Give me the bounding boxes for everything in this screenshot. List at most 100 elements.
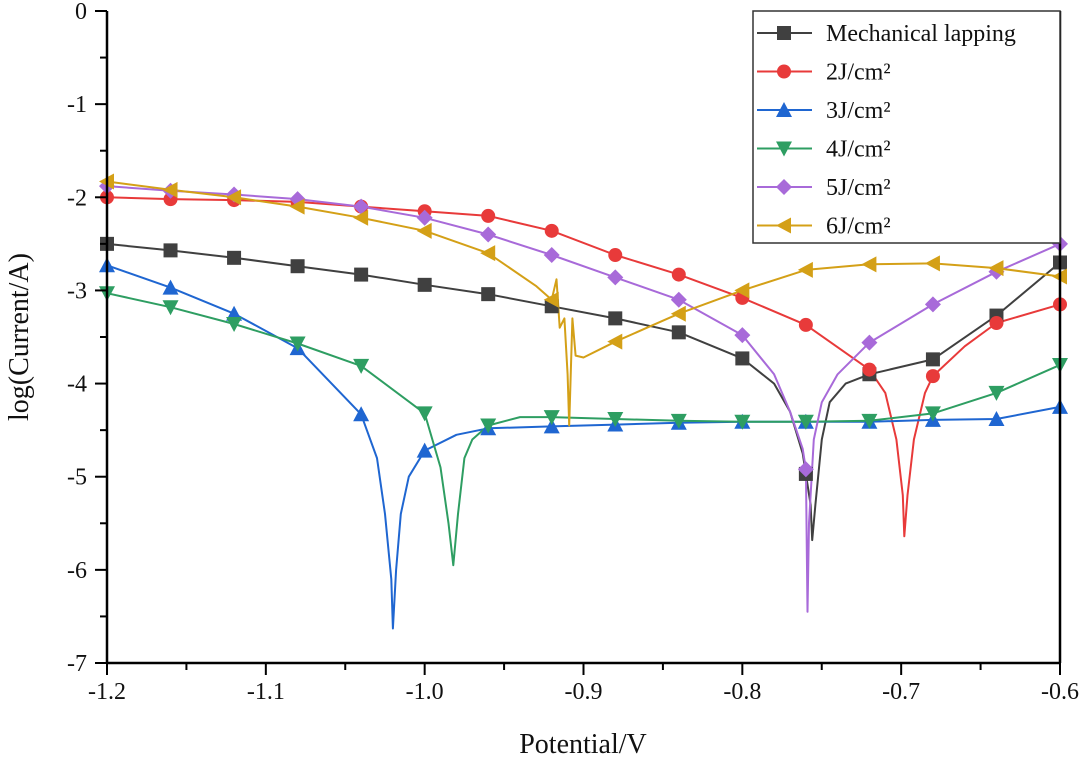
legend-label-1: 2J/cm² [826,60,891,86]
data-point-0 [290,259,305,274]
data-point-4 [734,327,751,344]
y-tick-label: 0 [75,0,87,25]
data-point-3 [861,413,878,429]
data-point-3 [543,410,560,426]
legend: Mechanical lapping 2J/cm² 3J/cm² 4J/cm² 5J/c… [752,10,1061,244]
legend-marker-5 [776,217,791,234]
data-point-3 [734,414,751,430]
y-tick-label: -4 [67,372,87,398]
data-point-4 [353,198,370,215]
data-point-0 [608,311,623,326]
legend-label-0: Mechanical lapping [826,21,1016,47]
data-point-0 [481,287,496,302]
data-point-5 [861,256,877,273]
y-tick-label: -1 [67,92,87,118]
data-point-0 [417,277,432,292]
data-point-5 [162,181,178,198]
data-point-2 [353,406,370,422]
data-point-1 [862,362,877,377]
series-line-2 [106,264,1061,630]
data-point-5 [480,245,496,262]
y-tick-label: -6 [67,558,87,584]
data-point-2 [543,418,560,434]
data-point-1 [671,267,686,282]
data-point-3 [480,418,497,434]
legend-label-3: 4J/cm² [826,137,891,163]
data-point-5 [543,291,559,308]
y-ticks: 0 -1 -2 -3 -4 -5 -6 -7 [67,0,107,677]
legend-label-5: 6J/cm² [826,214,891,240]
x-tick-label: -0.9 [565,679,603,705]
data-point-4 [924,296,941,313]
x-tick-label: -0.6 [1041,679,1079,705]
data-point-0 [925,352,940,367]
series-line-5 [106,180,1061,427]
y-tick-label: -3 [67,278,87,304]
data-point-4 [480,226,497,243]
data-point-5 [670,305,686,322]
data-point-0 [163,243,178,258]
plot-curves [106,180,1061,630]
data-point-3 [416,406,433,422]
x-tick-label: -1.1 [247,679,285,705]
x-ticks: -1.2 -1.1 -1.0 -0.9 -0.8 -0.7 -0.6 [88,663,1079,705]
x-tick-label: -0.8 [723,679,761,705]
data-point-5 [353,209,369,226]
data-point-0 [227,250,242,265]
legend-label-4: 5J/cm² [826,175,891,201]
x-tick-label: -0.7 [882,679,920,705]
data-point-3 [353,358,370,374]
y-tick-label: -7 [67,651,87,677]
data-point-3 [162,300,179,316]
legend-marker-1 [777,64,791,79]
data-point-2 [162,279,179,295]
data-point-0 [354,267,369,282]
series-line-4 [106,185,1061,613]
x-tick-label: -1.0 [406,679,444,705]
data-point-1 [481,208,496,223]
data-point-5 [734,282,750,299]
legend-label-2: 3J/cm² [826,98,891,124]
legend-marker-4 [776,179,792,195]
legend-marker-3 [776,141,792,157]
data-point-4 [543,247,560,264]
legend-box [752,10,1061,244]
data-point-5 [988,260,1004,277]
plot-markers [99,173,1068,481]
data-point-2 [988,410,1005,426]
data-point-3 [988,385,1005,401]
data-point-3 [289,336,306,352]
data-point-5 [416,222,432,239]
data-point-1 [925,369,940,384]
data-point-2 [416,442,433,458]
data-point-0 [671,325,686,340]
data-point-4 [607,269,624,286]
y-tick-label: -2 [67,185,87,211]
data-point-5 [289,198,305,215]
data-point-3 [924,406,941,422]
data-point-5 [797,261,813,278]
data-point-3 [226,316,243,332]
data-point-0 [735,351,750,366]
series-line-0 [106,242,1061,542]
x-axis-title: Potential/V [519,729,647,760]
x-tick-label: -1.2 [88,679,126,705]
data-point-4 [861,334,878,351]
data-point-5 [607,333,623,350]
data-point-4 [416,209,433,226]
y-axis-title: log(Current/A) [4,253,35,421]
data-point-1 [798,317,813,332]
legend-marker-0 [777,26,791,40]
data-point-3 [797,414,814,430]
data-point-3 [670,413,687,429]
series-line-3 [106,292,1061,567]
data-point-5 [226,189,242,206]
data-point-1 [989,316,1004,331]
data-point-1 [608,248,623,263]
data-point-1 [544,223,559,238]
legend-marker-2 [776,102,792,117]
data-point-4 [670,291,687,308]
data-point-3 [607,411,624,427]
y-tick-label: -5 [67,465,87,491]
